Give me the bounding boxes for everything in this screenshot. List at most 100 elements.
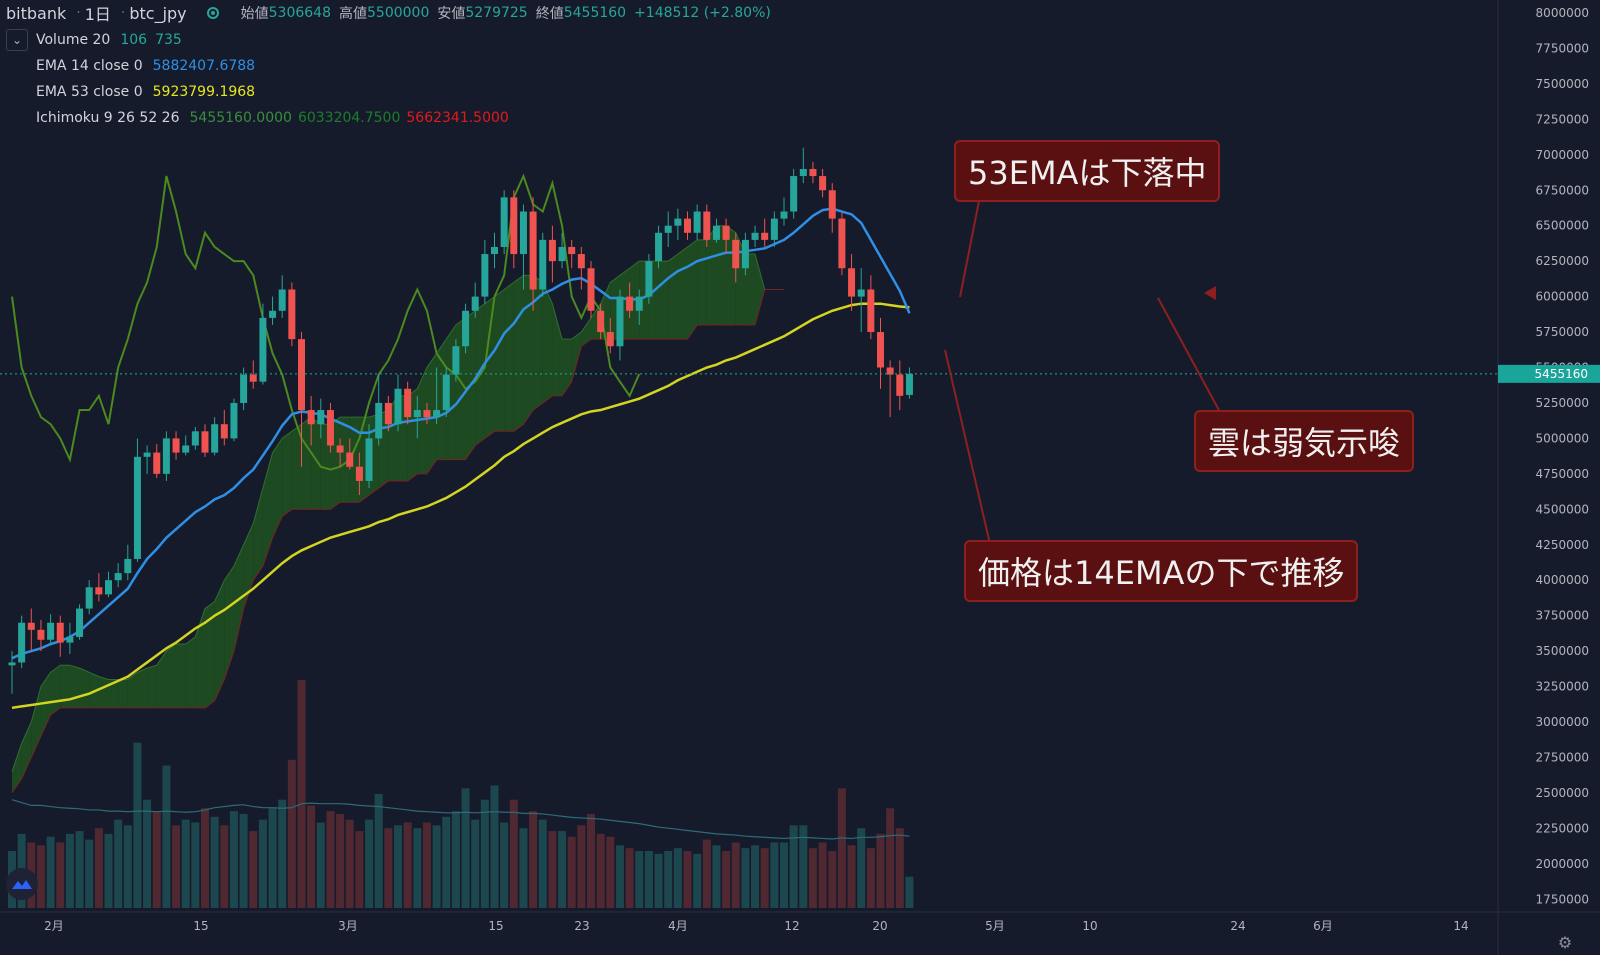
candle-body[interactable]	[548, 239, 556, 262]
candle-body[interactable]	[172, 438, 180, 453]
candle-body[interactable]	[249, 374, 257, 382]
candle-body[interactable]	[848, 268, 856, 297]
symbol-label[interactable]: btc_jpy	[129, 3, 187, 23]
candle-body[interactable]	[481, 254, 489, 297]
candle-body[interactable]	[307, 410, 315, 425]
candle-body[interactable]	[47, 622, 55, 640]
current-price-tag[interactable]	[1498, 364, 1600, 383]
candle-body[interactable]	[105, 580, 112, 595]
candle-body[interactable]	[413, 410, 421, 418]
candle-body[interactable]	[404, 388, 412, 418]
candle-body[interactable]	[809, 168, 817, 177]
candle-body[interactable]	[500, 197, 508, 247]
volume-legend[interactable]: ⌄ Volume 20 106 735	[0, 28, 182, 52]
candle-body[interactable]	[491, 246, 498, 255]
candle-body[interactable]	[114, 573, 122, 581]
candle-body[interactable]	[95, 587, 103, 595]
candle-body[interactable]	[790, 176, 798, 212]
ema14-indicator-name[interactable]: EMA 14 close 0	[36, 58, 143, 74]
candle-body[interactable]	[471, 296, 479, 311]
candle-body[interactable]	[867, 289, 875, 333]
candle-body[interactable]	[133, 456, 141, 559]
candle-body[interactable]	[37, 629, 45, 640]
candle-body[interactable]	[288, 289, 296, 340]
candle-body[interactable]	[684, 218, 691, 233]
candle-body[interactable]	[616, 296, 624, 347]
volume-indicator-name[interactable]: Volume 20	[36, 32, 111, 48]
candle-body[interactable]	[442, 374, 450, 411]
settings-gear-icon[interactable]: ⚙	[1557, 933, 1573, 952]
candle-body[interactable]	[317, 410, 325, 425]
candle-body[interactable]	[230, 402, 238, 439]
candle-body[interactable]	[568, 246, 576, 255]
candle-body[interactable]	[896, 374, 904, 396]
candle-body[interactable]	[587, 268, 595, 311]
candle-body[interactable]	[703, 211, 711, 240]
candle-body[interactable]	[452, 346, 460, 375]
candle-body[interactable]	[375, 402, 383, 439]
candle-body[interactable]	[76, 608, 84, 637]
candle-body[interactable]	[751, 232, 759, 240]
candle-body[interactable]	[423, 410, 431, 418]
callout-cloud[interactable]: 雲は弱気示唆	[1194, 410, 1415, 472]
candle-body[interactable]	[355, 466, 363, 481]
candle-body[interactable]	[693, 211, 701, 233]
candle-body[interactable]	[857, 289, 865, 297]
candle-body[interactable]	[240, 374, 248, 403]
candle-body[interactable]	[143, 452, 151, 457]
candle-body[interactable]	[674, 218, 682, 226]
candle-body[interactable]	[182, 445, 190, 453]
candle-body[interactable]	[597, 310, 605, 333]
candle-body[interactable]	[664, 225, 672, 233]
candle-body[interactable]	[819, 176, 827, 191]
candle-body[interactable]	[384, 402, 392, 425]
collapse-legend-icon[interactable]: ⌄	[6, 29, 28, 51]
candle-body[interactable]	[799, 168, 807, 177]
candle-body[interactable]	[298, 339, 305, 411]
callout-price[interactable]: 価格は14EMAの下で推移	[964, 540, 1359, 602]
candle-body[interactable]	[886, 367, 894, 375]
tradingview-logo-icon[interactable]	[6, 868, 38, 900]
ema53-legend[interactable]: EMA 53 close 0 5923799.1968	[36, 82, 255, 102]
candle-body[interactable]	[539, 239, 547, 290]
candle-body[interactable]	[577, 254, 585, 269]
candle-body[interactable]	[519, 211, 527, 255]
candle-body[interactable]	[877, 332, 884, 368]
candle-body[interactable]	[780, 211, 788, 219]
candle-body[interactable]	[124, 558, 132, 574]
candle-body[interactable]	[732, 239, 740, 269]
candle-body[interactable]	[278, 289, 286, 311]
candle-body[interactable]	[655, 232, 663, 262]
ichimoku-legend[interactable]: Ichimoku 9 26 52 26 5455160.0000 6033204…	[36, 108, 509, 128]
ichimoku-indicator-name[interactable]: Ichimoku 9 26 52 26	[36, 110, 180, 126]
candle-body[interactable]	[201, 431, 209, 453]
candle-body[interactable]	[162, 438, 170, 474]
candle-body[interactable]	[365, 438, 373, 481]
candle-body[interactable]	[191, 431, 199, 446]
candle-body[interactable]	[770, 218, 778, 240]
candle-body[interactable]	[394, 388, 402, 425]
candle-body[interactable]	[558, 246, 566, 262]
candle-body[interactable]	[510, 197, 518, 255]
candle-body[interactable]	[259, 317, 267, 382]
candle-body[interactable]	[722, 225, 730, 240]
candle-body[interactable]	[66, 636, 74, 643]
callout-ema53[interactable]: 53EMAは下落中	[954, 140, 1221, 202]
candle-body[interactable]	[626, 296, 634, 311]
exchange-label[interactable]: bitbank	[6, 3, 67, 23]
market-status-icon[interactable]	[206, 7, 219, 19]
candle-body[interactable]	[336, 445, 344, 453]
candle-body[interactable]	[635, 296, 643, 311]
ema53-indicator-name[interactable]: EMA 53 close 0	[36, 84, 143, 100]
candle-body[interactable]	[326, 410, 334, 446]
candle-body[interactable]	[211, 424, 219, 453]
candle-body[interactable]	[8, 662, 16, 666]
candle-body[interactable]	[220, 424, 228, 439]
candle-body[interactable]	[18, 622, 26, 663]
candle-body[interactable]	[346, 452, 354, 467]
candle-body[interactable]	[606, 332, 614, 347]
candle-body[interactable]	[85, 587, 93, 609]
candle-body[interactable]	[269, 310, 277, 318]
candle-body[interactable]	[153, 452, 161, 474]
